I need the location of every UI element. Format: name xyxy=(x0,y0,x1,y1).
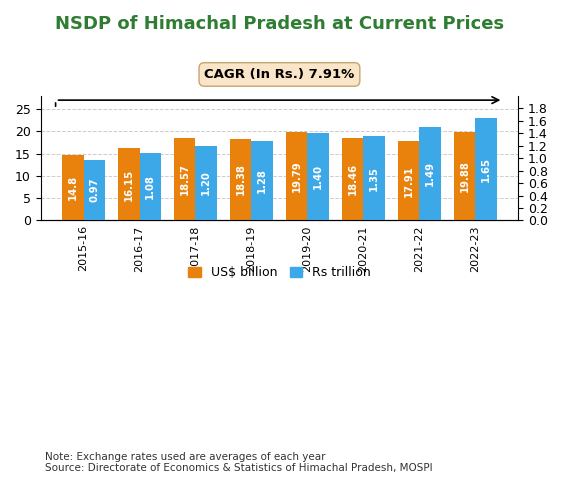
Text: 0.97: 0.97 xyxy=(89,178,99,203)
Text: 16.15: 16.15 xyxy=(124,168,134,201)
Text: 18.57: 18.57 xyxy=(180,163,190,195)
Text: 1.65: 1.65 xyxy=(481,156,491,182)
Text: Note: Exchange rates used are averages of each year
Source: Directorate of Econo: Note: Exchange rates used are averages o… xyxy=(45,452,432,473)
Bar xyxy=(398,141,419,220)
Text: 19.79: 19.79 xyxy=(292,161,302,192)
Bar xyxy=(140,153,161,220)
Title: NSDP of Himachal Pradesh at Current Prices: NSDP of Himachal Pradesh at Current Pric… xyxy=(55,15,504,33)
Legend: US$ billion, Rs trillion: US$ billion, Rs trillion xyxy=(188,266,371,279)
Bar xyxy=(475,118,497,220)
Text: 14.8: 14.8 xyxy=(68,175,78,200)
Bar xyxy=(230,139,252,220)
Bar xyxy=(454,132,475,220)
Bar xyxy=(307,133,329,220)
Text: 1.49: 1.49 xyxy=(425,162,435,186)
Text: 19.88: 19.88 xyxy=(459,160,470,192)
Bar xyxy=(252,141,272,220)
Bar xyxy=(174,138,195,220)
Bar xyxy=(342,138,363,220)
Text: 18.46: 18.46 xyxy=(348,163,358,196)
Bar xyxy=(419,128,441,220)
Bar xyxy=(118,149,140,220)
Text: 1.28: 1.28 xyxy=(257,168,267,193)
Text: 1.35: 1.35 xyxy=(369,166,379,191)
Text: 1.40: 1.40 xyxy=(313,164,323,189)
Bar xyxy=(363,136,385,220)
Text: 1.20: 1.20 xyxy=(201,171,211,196)
Text: 1.08: 1.08 xyxy=(145,174,155,199)
Bar xyxy=(195,146,217,220)
Bar xyxy=(62,154,83,220)
Text: 18.38: 18.38 xyxy=(236,163,246,196)
Bar xyxy=(83,160,105,220)
Text: 17.91: 17.91 xyxy=(404,164,414,196)
Bar xyxy=(286,132,307,220)
Text: CAGR (In Rs.) 7.91%: CAGR (In Rs.) 7.91% xyxy=(204,68,355,81)
